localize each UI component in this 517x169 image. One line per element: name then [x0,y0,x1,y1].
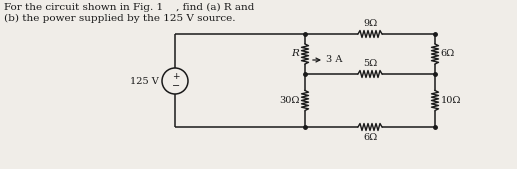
Text: 30Ω: 30Ω [279,96,299,105]
Text: 125 V: 125 V [130,77,159,86]
Text: 9Ω: 9Ω [363,19,377,29]
Text: −: − [172,80,180,91]
Text: +: + [172,72,180,81]
Text: 6Ω: 6Ω [363,132,377,141]
Text: 10Ω: 10Ω [440,96,461,105]
Text: 3 A: 3 A [326,55,342,65]
Text: 5Ω: 5Ω [363,59,377,68]
Text: 6Ω: 6Ω [440,50,455,58]
Text: (b) the power supplied by the 125 V source.: (b) the power supplied by the 125 V sour… [4,14,236,23]
Text: R: R [292,50,299,58]
Text: For the circuit shown in Fig. 1    , find (a) R and: For the circuit shown in Fig. 1 , find (… [4,3,254,12]
